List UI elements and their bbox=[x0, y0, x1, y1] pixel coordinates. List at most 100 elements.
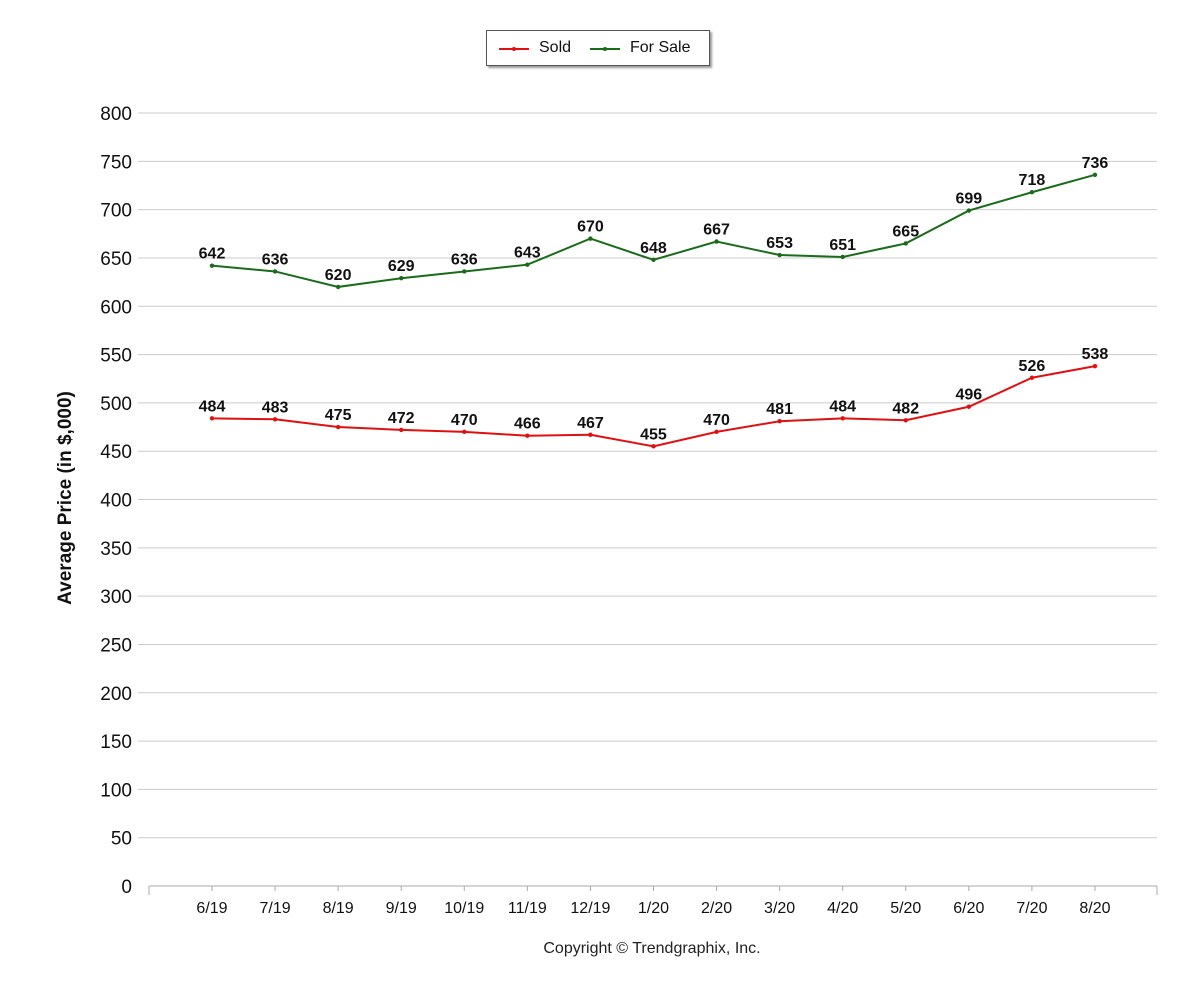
data-point[interactable] bbox=[272, 417, 278, 422]
data-label: 484 bbox=[829, 398, 856, 415]
data-point[interactable] bbox=[651, 444, 656, 449]
x-tick-label: 2/20 bbox=[701, 900, 732, 917]
data-point[interactable] bbox=[399, 276, 404, 281]
data-label: 470 bbox=[451, 412, 478, 429]
data-label: 736 bbox=[1082, 155, 1109, 172]
data-label: 667 bbox=[703, 222, 730, 239]
data-label: 636 bbox=[262, 251, 289, 268]
data-point[interactable] bbox=[588, 236, 593, 241]
y-tick-label: 400 bbox=[100, 491, 132, 512]
y-tick-label: 450 bbox=[100, 442, 132, 463]
data-point[interactable] bbox=[462, 269, 467, 274]
data-label: 629 bbox=[388, 258, 415, 275]
data-point[interactable] bbox=[966, 208, 972, 213]
data-point[interactable] bbox=[525, 433, 530, 438]
data-point[interactable] bbox=[209, 263, 215, 268]
y-tick-labels: 0 50 100 150 200 250 300 350 400 450 500 550 600 650 7… bbox=[100, 104, 132, 898]
x-tick-label: 7/20 bbox=[1016, 900, 1047, 917]
data-point[interactable] bbox=[903, 418, 908, 423]
data-label: 466 bbox=[514, 416, 541, 433]
data-label: 538 bbox=[1082, 346, 1109, 363]
x-tick-label: 10/19 bbox=[444, 900, 484, 917]
data-point[interactable] bbox=[272, 269, 278, 274]
x-tick-label: 8/19 bbox=[323, 900, 354, 917]
y-tick-label: 750 bbox=[100, 152, 132, 173]
series-lines bbox=[209, 172, 1098, 449]
x-tick-label: 5/20 bbox=[890, 900, 921, 917]
grid-lines bbox=[138, 112, 1157, 839]
data-label: 651 bbox=[829, 237, 856, 254]
data-label: 718 bbox=[1019, 172, 1046, 189]
data-label: 526 bbox=[1019, 358, 1046, 375]
x-tick-label: 3/20 bbox=[764, 900, 795, 917]
y-tick-label: 200 bbox=[100, 684, 132, 705]
data-label: 475 bbox=[325, 407, 352, 424]
data-label: 472 bbox=[388, 410, 415, 427]
data-point[interactable] bbox=[651, 257, 656, 263]
data-point[interactable] bbox=[209, 416, 215, 421]
data-point[interactable] bbox=[714, 239, 719, 244]
y-tick-label: 600 bbox=[100, 297, 132, 318]
data-label: 699 bbox=[955, 191, 982, 208]
legend-label-sold: Sold bbox=[539, 39, 572, 56]
x-tick-label: 9/19 bbox=[386, 900, 417, 917]
x-tick-label: 4/20 bbox=[827, 900, 858, 917]
y-tick-label: 800 bbox=[100, 104, 132, 125]
legend-swatch-for-sale bbox=[590, 47, 620, 51]
y-tick-label: 700 bbox=[100, 201, 132, 222]
data-point[interactable] bbox=[840, 254, 845, 260]
data-label: 642 bbox=[199, 246, 226, 263]
y-tick-label: 650 bbox=[100, 249, 132, 270]
legend: Sold For Sale bbox=[486, 30, 710, 66]
y-tick-label: 300 bbox=[100, 587, 132, 608]
data-point[interactable] bbox=[777, 252, 782, 258]
y-tick-label: 550 bbox=[100, 346, 132, 367]
y-tick-label: 250 bbox=[100, 635, 132, 656]
data-point[interactable] bbox=[462, 429, 467, 435]
data-labels: 484 483 475 472 470 466 467 455 470 481 484 482 496 5… bbox=[199, 155, 1109, 444]
data-label: 648 bbox=[640, 240, 667, 257]
data-point[interactable] bbox=[1029, 375, 1035, 380]
x-axis: 6/19 7/19 8/19 9/19 10/19 11/19 12/19 1/20 2/20 3… bbox=[148, 885, 1158, 917]
x-tick-label: 11/19 bbox=[508, 900, 547, 917]
data-label: 496 bbox=[955, 387, 982, 404]
data-point[interactable] bbox=[1029, 190, 1035, 195]
data-point[interactable] bbox=[1092, 172, 1098, 178]
legend-swatch-sold bbox=[499, 47, 529, 51]
x-tick-label: 6/20 bbox=[953, 900, 984, 917]
data-point[interactable] bbox=[714, 429, 719, 435]
y-tick-label: 0 bbox=[121, 877, 132, 898]
data-label: 470 bbox=[703, 412, 730, 429]
data-label: 670 bbox=[577, 219, 604, 236]
data-label: 467 bbox=[577, 415, 604, 432]
data-point[interactable] bbox=[903, 241, 908, 246]
legend-label-for-sale: For Sale bbox=[630, 39, 691, 56]
data-label: 455 bbox=[640, 426, 667, 443]
data-point[interactable] bbox=[335, 284, 341, 290]
data-label: 643 bbox=[514, 245, 541, 262]
data-label: 665 bbox=[892, 223, 919, 240]
data-label: 636 bbox=[451, 251, 478, 268]
data-point[interactable] bbox=[777, 419, 782, 424]
y-axis-label: Average Price (in $,000) bbox=[55, 391, 76, 605]
y-tick-label: 500 bbox=[100, 394, 132, 415]
data-label: 484 bbox=[199, 398, 226, 415]
x-tick-label: 6/19 bbox=[196, 900, 227, 917]
data-label: 620 bbox=[325, 267, 352, 284]
data-point[interactable] bbox=[966, 404, 972, 409]
data-point[interactable] bbox=[335, 424, 341, 430]
data-point[interactable] bbox=[525, 262, 530, 267]
data-point[interactable] bbox=[399, 427, 404, 433]
data-label: 653 bbox=[766, 235, 793, 252]
y-tick-label: 150 bbox=[100, 732, 132, 753]
data-label: 481 bbox=[766, 401, 793, 418]
x-tick-label: 1/20 bbox=[638, 900, 669, 917]
data-label: 482 bbox=[892, 400, 919, 417]
data-point[interactable] bbox=[1092, 363, 1098, 369]
x-tick-label: 12/19 bbox=[570, 900, 610, 917]
data-point[interactable] bbox=[840, 416, 845, 421]
y-tick-label: 100 bbox=[100, 780, 132, 801]
data-point[interactable] bbox=[588, 432, 593, 437]
data-label: 483 bbox=[262, 399, 289, 416]
